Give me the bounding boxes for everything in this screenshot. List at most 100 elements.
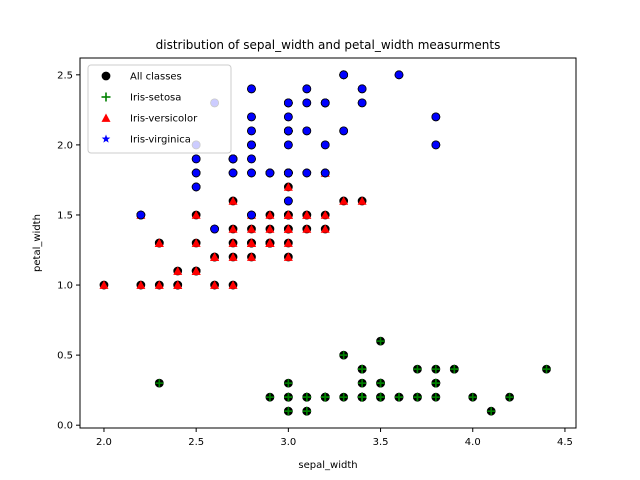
point-iris-virginica-overlay [191, 154, 201, 164]
point-iris-virginica-overlay [320, 140, 330, 150]
point-iris-versicolor [265, 210, 275, 219]
point-iris-versicolor [265, 224, 275, 233]
point-iris-virginica-overlay [247, 168, 256, 178]
x-tick-label: 3.0 [280, 437, 296, 448]
point-iris-virginica-overlay [283, 98, 293, 108]
point-iris-versicolor [191, 266, 201, 275]
point-iris-virginica-overlay [283, 196, 293, 206]
series-iris-virginica-overlay [136, 70, 441, 234]
point-iris-versicolor [283, 224, 293, 233]
point-iris-versicolor [191, 238, 201, 247]
point-iris-setosa [413, 393, 422, 402]
point-iris-setosa [431, 393, 440, 402]
x-tick-label: 2.5 [188, 437, 204, 448]
point-iris-versicolor [136, 280, 146, 289]
point-iris-setosa [542, 365, 551, 374]
point-iris-virginica-overlay [247, 154, 256, 164]
point-iris-versicolor [283, 182, 293, 191]
point-iris-virginica-overlay [136, 210, 146, 220]
point-iris-virginica-overlay [265, 168, 275, 178]
point-iris-setosa [339, 393, 348, 402]
y-tick-label: 0.5 [57, 351, 73, 362]
point-iris-virginica-overlay [228, 168, 238, 178]
point-iris-versicolor [210, 280, 220, 289]
point-iris-versicolor [265, 238, 275, 247]
point-iris-setosa [505, 393, 514, 402]
point-iris-virginica-overlay [357, 98, 367, 108]
legend-label: All classes [130, 72, 182, 83]
x-tick-label: 4.0 [465, 437, 481, 448]
legend-label: Iris-virginica [130, 135, 191, 146]
point-iris-setosa [358, 393, 367, 402]
x-tick-label: 3.5 [373, 437, 389, 448]
chart-title: distribution of sepal_width and petal_wi… [156, 38, 501, 52]
point-iris-versicolor [339, 196, 349, 205]
point-iris-versicolor [228, 238, 238, 247]
point-iris-setosa [339, 351, 348, 360]
point-iris-virginica-overlay [247, 140, 256, 150]
point-iris-setosa [155, 379, 164, 388]
point-iris-virginica-overlay [283, 112, 293, 122]
series-iris-setosa [155, 337, 551, 416]
point-iris-versicolor [357, 196, 367, 205]
point-iris-virginica-overlay [357, 84, 367, 94]
point-iris-virginica-overlay [191, 168, 201, 178]
point-iris-setosa [284, 393, 293, 402]
x-axis-ticks: 2.0 2.5 3.0 3.5 4.0 4.5 [96, 428, 573, 448]
series-iris-versicolor [99, 168, 367, 289]
y-tick-label: 1.5 [57, 210, 73, 221]
point-iris-versicolor [302, 224, 312, 233]
point-iris-virginica-overlay [302, 98, 312, 108]
point-iris-setosa [413, 365, 422, 374]
point-iris-setosa [487, 407, 496, 416]
point-iris-versicolor [320, 224, 330, 233]
y-tick-label: 0.0 [57, 421, 73, 432]
y-tick-label: 2.0 [57, 140, 73, 151]
point-iris-setosa [450, 365, 459, 374]
point-iris-versicolor [246, 238, 256, 247]
y-axis-label: petal_width [32, 214, 43, 272]
y-tick-label: 2.5 [57, 70, 73, 81]
point-iris-versicolor [154, 238, 164, 247]
point-iris-versicolor [173, 280, 183, 289]
point-iris-virginica-overlay [339, 70, 349, 80]
legend-marker [101, 71, 111, 81]
point-iris-versicolor [191, 210, 201, 219]
point-iris-setosa [431, 365, 440, 374]
point-iris-virginica-overlay [320, 168, 330, 178]
point-iris-setosa [376, 379, 385, 388]
point-iris-versicolor [283, 252, 293, 261]
point-iris-virginica-overlay [247, 84, 256, 94]
y-tick-label: 1.0 [57, 281, 73, 292]
point-iris-setosa [376, 337, 385, 346]
point-iris-virginica-overlay [247, 210, 256, 220]
point-iris-versicolor [228, 224, 238, 233]
point-iris-virginica-overlay [302, 84, 312, 94]
legend-marker [101, 92, 111, 102]
point-iris-versicolor [173, 266, 183, 275]
point-iris-virginica-overlay [302, 126, 312, 136]
x-axis-label: sepal_width [298, 460, 357, 471]
legend-label: Iris-versicolor [130, 114, 198, 125]
point-iris-virginica-overlay [431, 140, 441, 150]
point-iris-virginica-overlay [339, 126, 349, 136]
point-iris-versicolor [283, 210, 293, 219]
point-iris-setosa [468, 393, 477, 402]
legend-label: Iris-setosa [130, 93, 181, 104]
point-iris-setosa [376, 393, 385, 402]
point-iris-virginica-overlay [210, 224, 220, 234]
point-iris-setosa [358, 379, 367, 388]
point-iris-setosa [431, 379, 440, 388]
point-iris-versicolor [228, 280, 238, 289]
point-iris-versicolor [283, 238, 293, 247]
y-axis-ticks: 0.0 0.5 1.0 1.5 2.0 2.5 [57, 70, 80, 432]
axes-frame [79, 57, 577, 429]
legend-marker [101, 134, 111, 143]
point-iris-versicolor [99, 280, 109, 289]
x-tick-label: 4.5 [557, 437, 573, 448]
legend: All classes Iris-setosa Iris-versicolor Iri… [87, 64, 232, 154]
point-iris-versicolor [154, 280, 164, 289]
point-iris-virginica-overlay [320, 98, 330, 108]
point-iris-virginica-overlay [191, 182, 201, 192]
